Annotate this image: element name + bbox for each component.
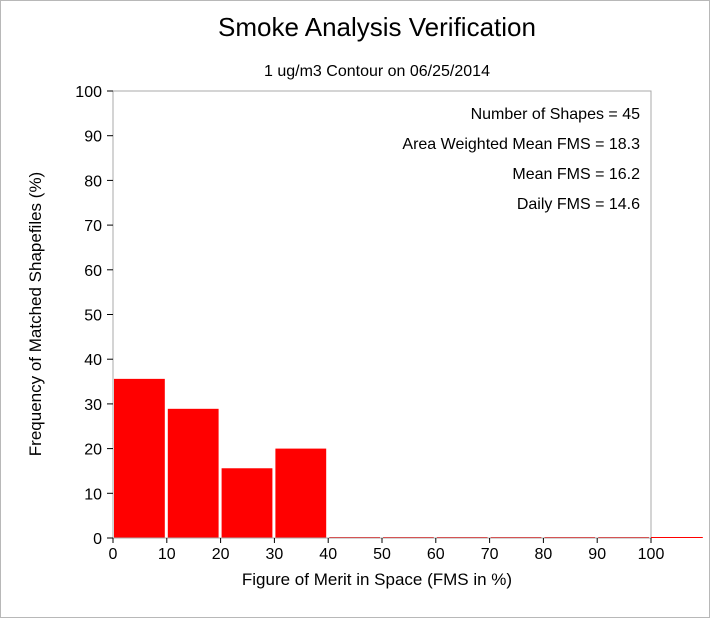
y-axis-label: Frequency of Matched Shapefiles (%) [26, 172, 45, 456]
stat-line: Area Weighted Mean FMS = 18.3 [402, 136, 640, 153]
y-tick-label: 40 [84, 352, 102, 369]
x-tick-label: 10 [158, 546, 176, 563]
x-tick-label: 50 [373, 546, 391, 563]
x-tick-label: 60 [427, 546, 445, 563]
histogram-bar [275, 448, 327, 538]
x-tick-label: 100 [638, 546, 665, 563]
stat-line: Mean FMS = 16.2 [512, 166, 640, 183]
x-tick-label: 20 [212, 546, 230, 563]
chart-subtitle: 1 ug/m3 Contour on 06/25/2014 [264, 63, 490, 80]
y-tick-label: 80 [84, 173, 102, 190]
y-tick-label: 50 [84, 308, 102, 325]
x-tick-label: 40 [319, 546, 337, 563]
x-axis-label: Figure of Merit in Space (FMS in %) [242, 570, 512, 589]
x-axis-ticks: 0 10 20 30 40 50 60 70 80 90 100 [109, 538, 665, 563]
y-tick-label: 100 [75, 84, 102, 101]
stat-line: Number of Shapes = 45 [471, 106, 641, 123]
y-tick-label: 90 [84, 129, 102, 146]
x-tick-label: 30 [266, 546, 284, 563]
y-tick-label: 30 [84, 397, 102, 414]
y-tick-label: 60 [84, 263, 102, 280]
x-tick-label: 80 [535, 546, 553, 563]
statistics-annotations: Number of Shapes = 45 Area Weighted Mean … [402, 106, 640, 213]
histogram-bar [167, 408, 219, 538]
y-tick-label: 0 [93, 531, 102, 548]
y-tick-label: 10 [84, 486, 102, 503]
histogram-bar [221, 468, 273, 538]
x-tick-label: 90 [588, 546, 606, 563]
y-tick-label: 20 [84, 442, 102, 459]
x-tick-label: 0 [109, 546, 118, 563]
histogram-bar [114, 378, 165, 538]
chart-title: Smoke Analysis Verification [218, 12, 536, 42]
x-tick-label: 70 [481, 546, 499, 563]
bars-layer [114, 378, 703, 538]
y-axis-ticks: 0 10 20 30 40 50 60 70 80 90 100 [75, 84, 113, 548]
y-tick-label: 70 [84, 218, 102, 235]
stat-line: Daily FMS = 14.6 [517, 196, 640, 213]
